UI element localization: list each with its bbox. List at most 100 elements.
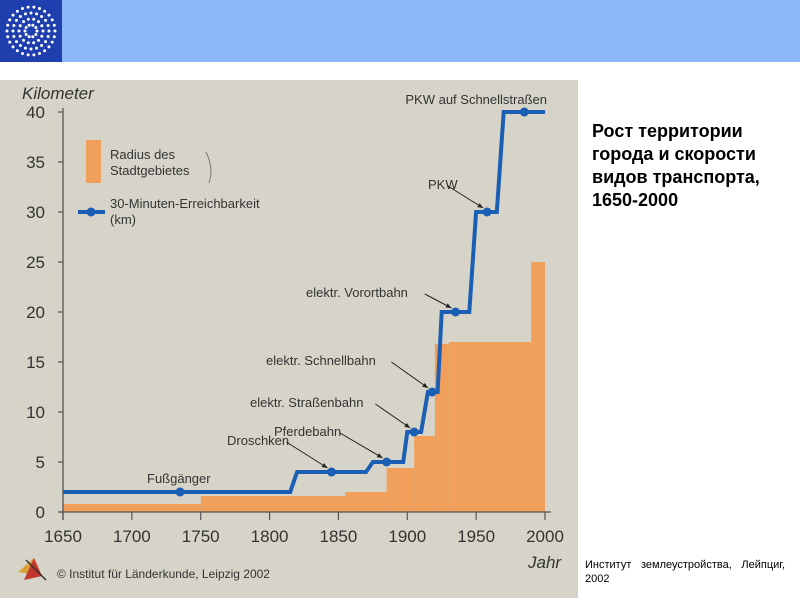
logo-dot [29,47,33,51]
logo-dot [31,23,35,27]
logo-dot [38,51,42,55]
logo-dot [32,5,36,9]
logo-dot [27,23,31,27]
y-tick-label: 10 [26,403,45,422]
area-bar [386,468,415,512]
logo-dot [8,40,12,44]
logo-dot [47,29,51,33]
annotation-label: elektr. Straßenbahn [250,395,363,410]
annotation-arrowhead [404,422,411,428]
y-tick-label: 0 [36,503,45,522]
annotation-label: Droschken [227,433,289,448]
logo-dot [35,46,39,50]
logo-dot [40,34,44,38]
logo-dot [38,7,42,11]
annotation-arrowhead [477,203,484,208]
area-series-radius [63,262,545,512]
annotation-arrow [391,361,429,389]
logo-dot [18,34,22,38]
annotation-label: Fußgänger [147,471,211,486]
logo-dot [18,24,22,28]
logo-dot [44,18,48,22]
x-tick-label: 1650 [44,527,82,546]
star-circle-logo-icon [0,0,62,62]
logo-dot [32,53,36,57]
logo-dot [41,29,45,33]
annotation-label: elektr. Schnellbahn [266,353,376,368]
legend-swatch-area [86,140,101,183]
logo-dot [40,14,44,18]
reach-marker [450,307,460,317]
logo-dot [32,17,36,21]
logo-dot [40,44,44,48]
logo-dot [5,29,9,33]
y-axis-label: Kilometer [22,84,95,103]
y-tick-label: 20 [26,303,45,322]
area-bar [63,504,201,512]
area-bar [200,496,346,512]
logo-dot [12,35,16,39]
annotation-arrowhead [422,382,429,388]
y-tick-label: 30 [26,203,45,222]
y-tick-label: 15 [26,353,45,372]
logo-dot [26,17,30,21]
logo-dot [52,23,56,27]
x-axis-label: Jahr [527,553,562,572]
step-chart: 0 5 10 15 20 25 30 35 40 1650 1700 1750 1800 1850 1900… [18,84,564,581]
logo-dot [52,35,56,39]
logo-dot [47,45,51,49]
annotation-label: elektr. Vorortbahn [306,285,408,300]
reach-marker [382,457,392,467]
logo-dot [14,18,18,22]
logo-dot [36,20,40,24]
logo-dot [24,33,28,37]
reach-marker [427,387,437,397]
y-tick-label: 5 [36,453,45,472]
legend-label-area-line2: Stadtgebietes [110,163,190,178]
logo-dot [6,35,10,39]
logo-dot [26,41,30,45]
logo-dot [27,35,31,39]
annotation-arrow [339,432,383,459]
header-bar [0,0,800,62]
y-tick-label: 25 [26,253,45,272]
logo-dot [12,23,16,27]
logo-dot [15,49,19,53]
logo-dot [35,12,39,16]
annotation-arrow [375,403,411,429]
legend-label-area-line1: Radius des [110,147,176,162]
logo-dot [23,12,27,16]
logo-dot [50,18,54,22]
reach-marker [175,487,185,497]
logo-dot [43,9,47,13]
area-bar [345,492,387,512]
annotation-arrow [447,185,484,209]
logo-dot [17,29,21,33]
logo-dot [23,29,27,33]
reach-marker [327,467,337,477]
annotation-label: Pferdebahn [274,424,341,439]
logo-dot [22,20,26,24]
logo-dot [29,11,33,15]
logo-dot [26,53,30,57]
chart-panel: 0 5 10 15 20 25 30 35 40 1650 1700 1750 1800 1850 1900… [0,80,578,598]
annotation-arrowhead [376,453,383,458]
logo-dot [6,23,10,27]
logo-dot [14,40,18,44]
logo-dot [31,35,35,39]
logo-dot [40,24,44,28]
y-tick-label: 35 [26,153,45,172]
logo-dot [18,44,22,48]
logo-dot [34,33,38,37]
legend-bracket [205,151,212,184]
x-tick-label: 1800 [251,527,289,546]
logo-dot [11,29,15,33]
logo-dot [44,40,48,44]
source-note: Институт землеустройства, Лейпциг, 2002 [585,559,785,585]
y-tick-label: 40 [26,103,45,122]
area-bar [531,262,545,512]
logo-dot [47,13,51,17]
legend-label-line-line2: (km) [110,212,136,227]
logo-dot [35,29,39,33]
